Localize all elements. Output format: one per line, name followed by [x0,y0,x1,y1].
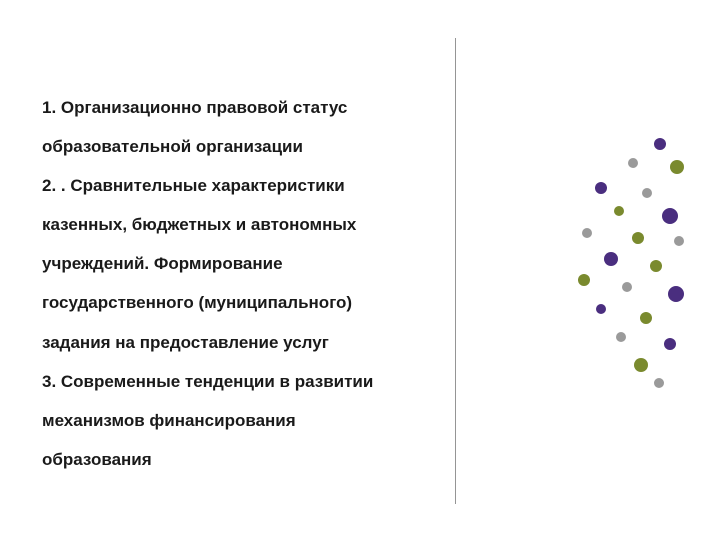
decorative-dot [616,332,626,342]
decorative-dot [578,274,590,286]
decorative-dot [582,228,592,238]
decorative-dot [674,236,684,246]
decorative-dot [632,232,644,244]
decorative-dot [662,208,678,224]
line-1: 1. Организационно правовой статус [42,88,442,127]
decorative-dot [634,358,648,372]
line-8: 3. Современные тенденции в развитии [42,362,442,401]
decorative-dot [664,338,676,350]
decorative-dot [650,260,662,272]
line-9: механизмов финансирования [42,401,442,440]
decorative-dot [654,138,666,150]
decorative-dot [654,378,664,388]
decorative-dot [595,182,607,194]
decorative-dot [614,206,624,216]
line-4: казенных, бюджетных и автономных [42,205,442,244]
line-2: образовательной организации [42,127,442,166]
decorative-dots [570,120,690,390]
decorative-dot [670,160,684,174]
decorative-dot [622,282,632,292]
decorative-dot [596,304,606,314]
decorative-dot [642,188,652,198]
line-6: государственного (муниципального) [42,283,442,322]
vertical-divider [455,38,456,504]
line-7: задания на предоставление услуг [42,323,442,362]
line-5: учреждений. Формирование [42,244,442,283]
text-content: 1. Организационно правовой статус образо… [42,88,442,479]
line-3: 2. . Сравнительные характеристики [42,166,442,205]
decorative-dot [668,286,684,302]
decorative-dot [604,252,618,266]
line-10: образования [42,440,442,479]
decorative-dot [640,312,652,324]
decorative-dot [628,158,638,168]
